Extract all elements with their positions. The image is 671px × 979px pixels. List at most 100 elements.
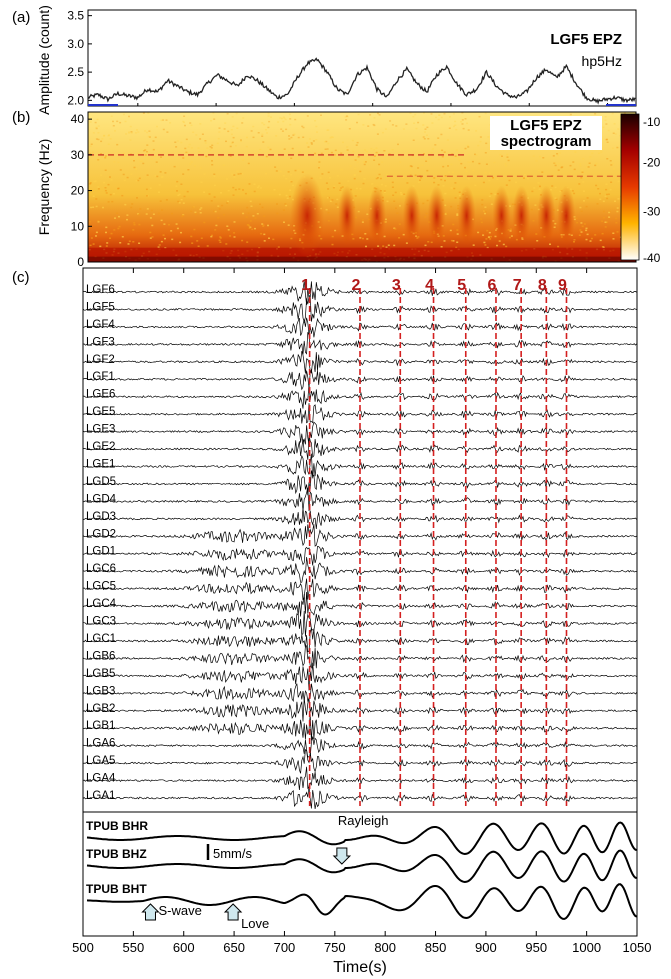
spectrogram-speckle: [484, 171, 487, 174]
spectrogram-speckle: [263, 240, 266, 242]
spectrogram-speckle: [89, 121, 92, 123]
spectrogram-speckle: [219, 237, 222, 239]
spectrogram-speckle: [268, 120, 271, 123]
spectrogram-speckle: [359, 188, 362, 190]
panel-a-ytick-label: 2.0: [67, 93, 84, 107]
spectrogram-speckle: [152, 140, 155, 142]
spectrogram-speckle: [190, 210, 193, 212]
spectrogram-speckle: [373, 117, 376, 119]
spectrogram-speckle: [362, 182, 365, 185]
spectrogram-speckle: [137, 153, 140, 155]
spectrogram-speckle: [455, 128, 458, 131]
spectrogram-speckle: [534, 204, 537, 206]
spectrogram-speckle: [454, 182, 457, 184]
spectrogram-speckle: [605, 183, 608, 185]
spectrogram-speckle: [616, 210, 619, 213]
spectrogram-speckle: [217, 137, 220, 140]
spectrogram-speckle: [287, 171, 290, 173]
spectrogram-floor: [88, 256, 636, 262]
spectrogram-speckle: [573, 168, 576, 171]
spectrogram-speckle: [149, 187, 152, 189]
spectrogram-speckle: [273, 189, 276, 191]
spectrogram-speckle: [355, 187, 358, 190]
spectrogram-speckle: [89, 244, 92, 247]
station-label-lgd1: LGD1: [86, 546, 116, 558]
spectrogram-speckle: [475, 130, 478, 132]
spectrogram-speckle: [158, 184, 161, 186]
spectrogram-speckle: [492, 177, 494, 179]
spectrogram-speckle: [193, 228, 196, 231]
spectrogram-speckle: [486, 246, 489, 249]
spectrogram-speckle: [136, 197, 138, 199]
spectrogram-speckle: [110, 179, 113, 181]
spectrogram-speckle: [274, 166, 277, 168]
spectrogram-speckle: [100, 174, 103, 176]
spectrogram-speckle: [104, 189, 107, 192]
spectrogram-speckle: [199, 208, 202, 211]
spectrogram-speckle: [244, 192, 247, 195]
spectrogram-speckle: [458, 191, 461, 193]
spectrogram-speckle: [441, 149, 444, 152]
spectrogram-speckle: [130, 132, 133, 134]
spectrogram-speckle: [138, 177, 141, 180]
phase-label-love: Love: [241, 916, 269, 931]
station-label-lgd5: LGD5: [86, 476, 116, 488]
scale-bar-label: 5mm/s: [213, 846, 253, 861]
spectrogram-speckle: [532, 220, 535, 222]
spectrogram-speckle: [466, 144, 469, 147]
spectrogram-speckle: [324, 141, 326, 143]
spectrogram-speckle: [254, 227, 256, 230]
spectrogram-speckle: [185, 138, 188, 141]
spectrogram-speckle: [297, 136, 300, 139]
spectrogram-speckle: [456, 241, 459, 243]
spectrogram-speckle: [623, 112, 626, 115]
spectrogram-speckle: [200, 181, 203, 183]
spectrogram-speckle: [412, 185, 415, 187]
spectrogram-speckle: [275, 135, 278, 137]
spectrogram-speckle: [569, 113, 572, 116]
spectrogram-speckle: [394, 228, 397, 230]
spectrogram-speckle: [344, 116, 347, 118]
spectrogram-speckle: [184, 124, 186, 127]
spectrogram-speckle: [331, 235, 334, 238]
spectrogram-speckle: [176, 227, 179, 230]
spectrogram-speckle: [573, 241, 575, 243]
spectrogram-speckle: [89, 145, 92, 147]
phase-arrow-swave: [141, 903, 160, 921]
spectrogram-speckle: [399, 205, 401, 207]
spectrogram-speckle: [302, 136, 305, 138]
spectrogram-speckle: [450, 205, 453, 208]
spectrogram-speckle: [279, 170, 282, 173]
spectrogram-speckle: [157, 246, 160, 248]
spectrogram-speckle: [259, 187, 262, 189]
spectrogram-speckle: [246, 224, 249, 226]
spectrogram-speckle: [382, 245, 385, 247]
spectrogram-speckle: [126, 218, 128, 221]
spectrogram-speckle: [372, 123, 375, 126]
spectrogram-speckle: [154, 175, 157, 177]
spectrogram-speckle: [417, 121, 420, 124]
spectrogram-speckle: [123, 179, 126, 182]
spectrogram-speckle: [192, 206, 195, 208]
station-label-lgf5: LGF5: [86, 301, 115, 313]
spectrogram-speckle: [246, 136, 248, 139]
spectrogram-speckle: [232, 194, 235, 196]
spectrogram-speckle: [105, 231, 107, 234]
spectrogram-speckle: [262, 225, 265, 227]
spectrogram-speckle: [570, 173, 573, 176]
spectrogram-speckle: [190, 235, 193, 238]
spectrogram-speckle: [89, 153, 92, 155]
spectrogram-speckle: [460, 162, 463, 165]
spectrogram-speckle: [204, 142, 207, 144]
spectrogram-speckle: [103, 181, 106, 184]
spectrogram-speckle: [409, 166, 412, 168]
spectrogram-speckle: [489, 172, 491, 174]
spectrogram-speckle: [371, 183, 374, 185]
spectrogram-speckle: [423, 131, 426, 133]
spectrogram-speckle: [250, 130, 253, 132]
spectrogram-speckle: [266, 132, 268, 134]
spectrogram-speckle: [582, 181, 585, 183]
spectrogram-speckle: [319, 177, 322, 179]
spectrogram-speckle: [450, 187, 453, 189]
spectrogram-speckle: [159, 200, 162, 202]
